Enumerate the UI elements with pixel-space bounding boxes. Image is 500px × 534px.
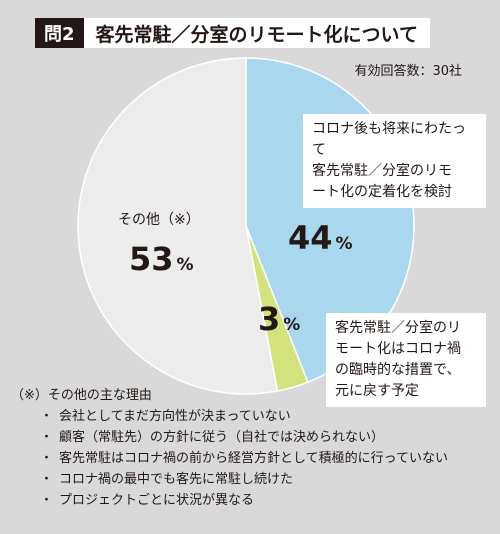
respondent-count: 有効回答数：30社 bbox=[354, 64, 462, 79]
bullet-mark: ・ bbox=[40, 472, 54, 487]
list-item: ・プロジェクトごとに状況が異なる bbox=[40, 490, 448, 511]
list-item: ・コロナ禍の最中でも客先に常駐し続けた bbox=[40, 469, 448, 490]
future-percent-value: 44 bbox=[288, 219, 333, 257]
pie-slice-other bbox=[77, 57, 279, 395]
bullet-mark: ・ bbox=[40, 409, 54, 424]
other-slice-label: その他（※） bbox=[118, 212, 200, 228]
notes: （※） その他の主な理由 ・会社としてまだ方向性が決まっていない ・顧客（常駐先）… bbox=[11, 385, 448, 511]
bullet-mark: ・ bbox=[40, 430, 54, 445]
list-item: ・顧客（常駐先）の方針に従う（自社では決められない） bbox=[40, 427, 448, 448]
note-text: 顧客（常駐先）の方針に従う（自社では決められない） bbox=[59, 430, 385, 445]
title-bar: 問2 客先常駐／分室のリモート化について bbox=[35, 18, 430, 48]
temporary-percent-unit: % bbox=[283, 315, 301, 335]
future-percent-unit: % bbox=[335, 234, 353, 254]
temporary-callout: 客先常駐／分室のリ モート化はコロナ禍 の臨時的な措置で、 元に戻す予定 bbox=[326, 313, 486, 407]
note-text: 会社としてまだ方向性が決まっていない bbox=[59, 409, 291, 424]
other-slice-percent: 53% bbox=[129, 243, 194, 275]
future-callout: コロナ後も将来にわたって 客先常駐／分室のリモ ート化の定着化を検討 bbox=[303, 114, 486, 208]
question-tag: 問2 bbox=[35, 18, 84, 48]
temporary-percent-value: 3 bbox=[258, 300, 281, 338]
other-percent-unit: % bbox=[176, 255, 194, 275]
list-item: ・客先常駐はコロナ禍の前から経営方針として積極的に行っていない bbox=[40, 448, 448, 469]
notes-mark: （※） bbox=[11, 388, 48, 403]
notes-heading-text: その他の主な理由 bbox=[47, 388, 152, 403]
temporary-slice-percent: 3% bbox=[258, 303, 300, 335]
other-percent-value: 53 bbox=[129, 240, 174, 278]
notes-list: ・会社としてまだ方向性が決まっていない ・顧客（常駐先）の方針に従う（自社では決… bbox=[11, 406, 448, 511]
bullet-mark: ・ bbox=[40, 493, 54, 508]
note-text: 客先常駐はコロナ禍の前から経営方針として積極的に行っていない bbox=[59, 451, 448, 466]
list-item: ・会社としてまだ方向性が決まっていない bbox=[40, 406, 448, 427]
future-slice-percent: 44% bbox=[288, 222, 353, 254]
chart-title: 客先常駐／分室のリモート化について bbox=[83, 18, 430, 48]
notes-heading: （※） その他の主な理由 bbox=[11, 385, 448, 406]
bullet-mark: ・ bbox=[40, 451, 54, 466]
note-text: コロナ禍の最中でも客先に常駐し続けた bbox=[59, 472, 294, 487]
note-text: プロジェクトごとに状況が異なる bbox=[59, 493, 255, 508]
